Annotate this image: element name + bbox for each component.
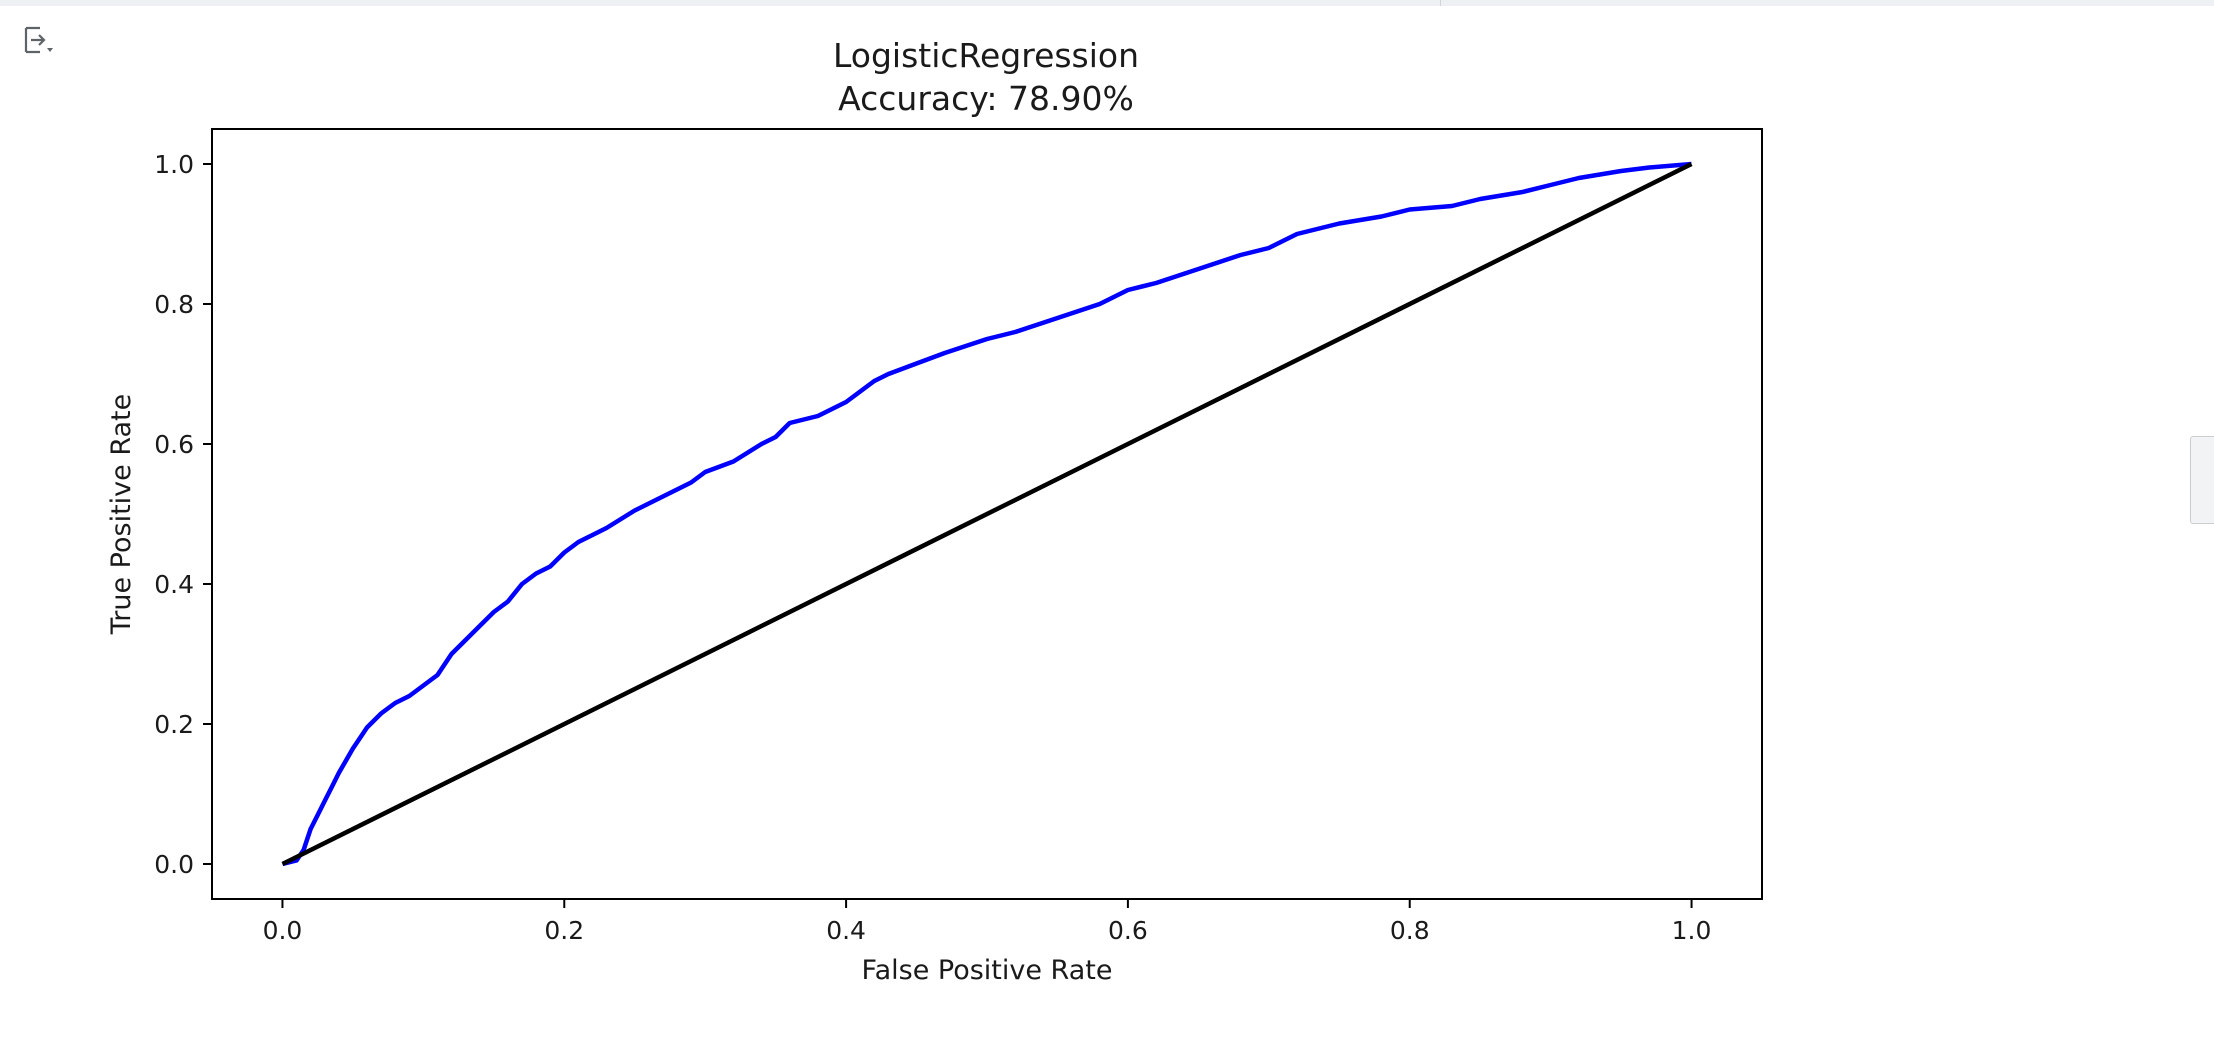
x-tick-label: 0.2 [544, 916, 584, 945]
x-tick-label: 0.6 [1108, 916, 1148, 945]
output-collapse-icon[interactable] [18, 18, 62, 62]
diagonal-reference-line [281, 161, 1693, 867]
y-tick-label: 0.6 [154, 430, 194, 459]
y-axis-label: True Positive Rate [106, 394, 137, 636]
y-tick-label: 0.0 [154, 850, 194, 879]
y-tick-label: 1.0 [154, 150, 194, 179]
chart-subtitle: Accuracy: 78.90% [838, 79, 1134, 118]
x-tick-label: 0.8 [1390, 916, 1430, 945]
axis-ticks: 0.0 0.2 0.4 0.6 0.8 1.0 0.0 0.2 0.4 0.6 0.8 1.0 [154, 150, 1711, 945]
y-tick-label: 0.2 [154, 710, 194, 739]
chart-title: LogisticRegression [833, 36, 1139, 75]
notebook-top-strip [0, 0, 2214, 6]
axes-frame [211, 128, 1763, 900]
top-strip-divider [1440, 0, 1441, 6]
x-tick-label: 0.0 [263, 916, 303, 945]
x-tick-label: 0.4 [826, 916, 866, 945]
x-axis-label: False Positive Rate [862, 955, 1113, 986]
output-scroll-handle[interactable] [2190, 436, 2214, 524]
x-tick-label: 1.0 [1672, 916, 1712, 945]
output-collapse-glyph [24, 26, 53, 54]
plot-area [281, 161, 1693, 867]
y-tick-label: 0.4 [154, 570, 194, 599]
roc-curve-line [281, 161, 1692, 867]
y-tick-label: 0.8 [154, 290, 194, 319]
